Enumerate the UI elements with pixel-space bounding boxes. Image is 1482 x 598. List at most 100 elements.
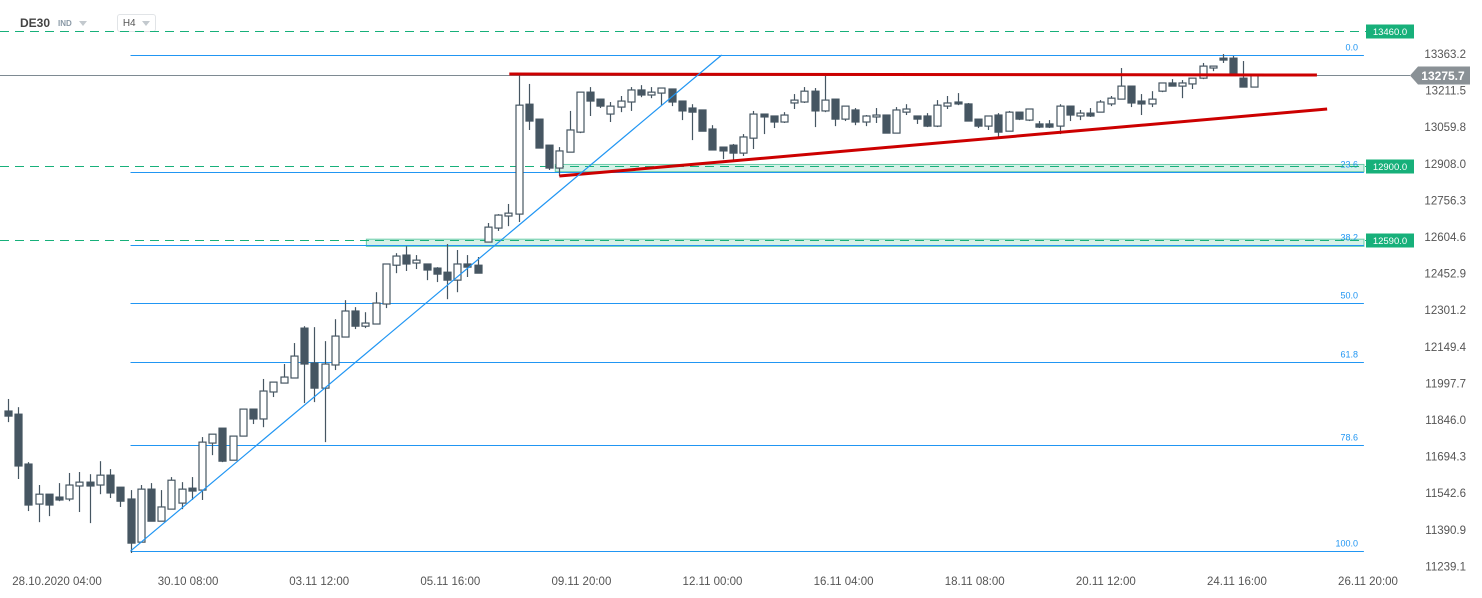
candle-body-bullish bbox=[198, 441, 207, 491]
support-level-tag bbox=[1366, 159, 1414, 174]
candle bbox=[1005, 110, 1014, 132]
candle bbox=[1015, 111, 1024, 121]
candle-body-bearish bbox=[994, 114, 1003, 133]
candle-body-bullish bbox=[1188, 77, 1197, 85]
candle bbox=[1178, 80, 1187, 99]
candle bbox=[627, 87, 636, 111]
candle-body-bullish bbox=[892, 109, 901, 134]
candle-body-bullish bbox=[392, 255, 401, 266]
candle-body-bearish bbox=[525, 103, 534, 122]
symbol-dropdown-caret-icon[interactable] bbox=[78, 20, 87, 26]
candle bbox=[647, 87, 656, 99]
candle bbox=[1229, 55, 1238, 76]
candle-body-bullish bbox=[617, 100, 626, 108]
candle bbox=[402, 246, 411, 271]
candle-body-bearish bbox=[596, 98, 605, 107]
chevron-down-icon bbox=[141, 20, 150, 26]
candle-body-bearish bbox=[698, 109, 707, 132]
candle bbox=[525, 83, 534, 130]
candle-body-bullish bbox=[1178, 82, 1187, 87]
candle-body-bullish bbox=[269, 381, 278, 393]
candle bbox=[872, 108, 881, 123]
candle bbox=[739, 134, 748, 157]
candle-body-bearish bbox=[249, 408, 258, 420]
y-axis-tick-label: 13363.2 bbox=[1424, 49, 1466, 61]
fib-level-label: 50.0 bbox=[1340, 291, 1358, 301]
candle-body-bullish bbox=[790, 99, 799, 104]
candle-body-bearish bbox=[719, 146, 728, 152]
candle bbox=[361, 312, 370, 329]
candle-body-bearish bbox=[882, 114, 891, 134]
candle-body-bearish bbox=[954, 101, 963, 105]
y-axis-tick-label: 11997.7 bbox=[1425, 378, 1466, 390]
candle bbox=[719, 146, 728, 160]
candle-body-bearish bbox=[923, 115, 932, 127]
candle-body-bearish bbox=[811, 90, 820, 112]
candle-body-bullish bbox=[1158, 82, 1167, 92]
candle-body-bearish bbox=[86, 481, 95, 487]
candle-body-bullish bbox=[862, 115, 871, 123]
candle bbox=[637, 85, 646, 98]
candle-body-bullish bbox=[606, 105, 615, 115]
candle-body-bearish bbox=[310, 362, 319, 389]
candle bbox=[1025, 108, 1034, 122]
candle bbox=[933, 100, 942, 128]
candle-body-bearish bbox=[1137, 100, 1146, 105]
candle-body-bearish bbox=[4, 410, 13, 417]
candle-body-bullish bbox=[290, 355, 299, 379]
candle bbox=[1045, 120, 1054, 129]
candle bbox=[392, 253, 401, 274]
candle bbox=[1137, 94, 1146, 116]
candle bbox=[1107, 95, 1116, 107]
candle bbox=[913, 115, 922, 124]
candle-body-bullish bbox=[239, 408, 248, 437]
x-axis-tick-label: 03.11 12:00 bbox=[289, 576, 349, 588]
candle-body-bullish bbox=[280, 376, 289, 384]
candle bbox=[1117, 68, 1126, 100]
candle bbox=[1188, 77, 1197, 89]
candle bbox=[821, 75, 830, 113]
candle bbox=[1076, 109, 1085, 121]
y-axis-tick-label: 11390.9 bbox=[1425, 525, 1466, 537]
candle-body-bearish bbox=[1127, 85, 1136, 104]
candle bbox=[127, 490, 136, 554]
candle-body-bearish bbox=[1045, 123, 1054, 128]
candle-body-bullish bbox=[372, 302, 381, 325]
candle bbox=[902, 104, 911, 116]
symbol-label[interactable]: DE30 bbox=[20, 16, 51, 30]
candle bbox=[300, 326, 309, 404]
support-zone bbox=[554, 163, 1365, 173]
candle bbox=[1086, 108, 1095, 117]
candle bbox=[964, 102, 973, 122]
candle-body-bullish bbox=[341, 310, 350, 338]
candle-body-bearish bbox=[974, 118, 983, 127]
candle-body-bullish bbox=[137, 488, 146, 543]
candle-body-bullish bbox=[65, 484, 74, 500]
candle bbox=[239, 408, 248, 437]
candle-body-bearish bbox=[1086, 112, 1095, 117]
y-axis-tick-label: 12604.6 bbox=[1424, 232, 1466, 244]
candle bbox=[698, 109, 707, 132]
candle bbox=[147, 483, 156, 522]
candle-body-bullish bbox=[453, 263, 462, 281]
candle bbox=[1158, 82, 1167, 93]
x-axis-tick-label: 18.11 08:00 bbox=[945, 576, 1005, 588]
y-axis-tick-label: 11542.6 bbox=[1425, 488, 1466, 500]
y-axis-tick-label: 12301.2 bbox=[1424, 305, 1466, 317]
candle bbox=[280, 364, 289, 384]
candle bbox=[14, 407, 23, 480]
candle bbox=[504, 203, 513, 227]
candle bbox=[882, 114, 891, 134]
candle bbox=[1199, 62, 1208, 80]
candle-body-bullish bbox=[749, 113, 758, 139]
candle-body-bullish bbox=[484, 226, 493, 243]
candle bbox=[892, 107, 901, 134]
y-axis-tick-label: 11239.1 bbox=[1425, 561, 1466, 573]
x-axis-tick-label: 28.10.2020 04:00 bbox=[12, 576, 102, 588]
candle bbox=[310, 327, 319, 403]
candle bbox=[321, 341, 330, 443]
candle bbox=[1096, 100, 1105, 113]
candle-body-bullish bbox=[382, 263, 391, 305]
candle bbox=[45, 493, 54, 517]
